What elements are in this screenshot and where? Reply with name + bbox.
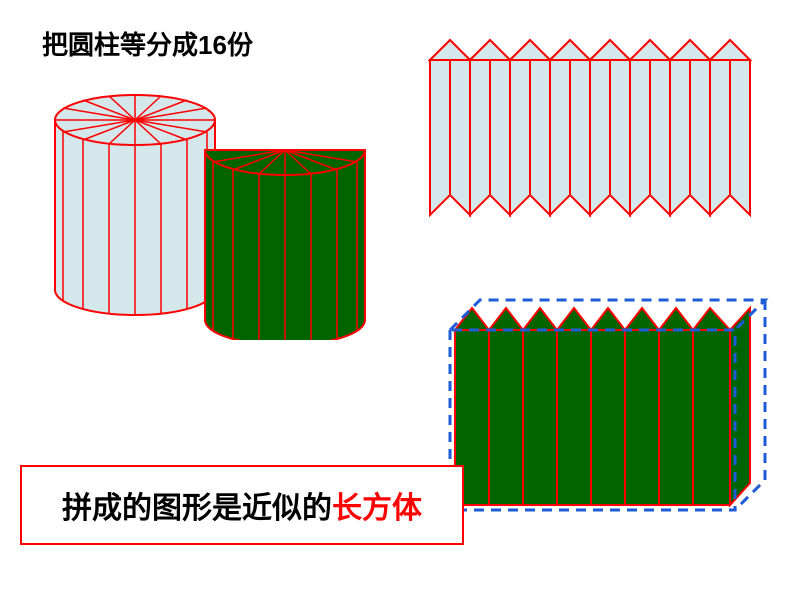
- unrolled-top-diagram: [425, 30, 765, 230]
- wedge-group: [430, 40, 750, 215]
- title-prefix: 把圆柱等分成: [42, 30, 198, 60]
- page-title: 把圆柱等分成16份: [42, 25, 253, 62]
- caption-middle: 成的图形是近似的: [92, 483, 332, 527]
- cylinder-back-half: [55, 95, 215, 315]
- unrolled-bottom-diagram: [445, 290, 770, 520]
- caption-box: 拼成的图形是近似的长方体: [20, 465, 464, 545]
- cylinder-diagram: [35, 70, 395, 340]
- title-suffix: 份: [227, 30, 253, 60]
- caption-highlight: 长方体: [332, 483, 422, 527]
- title-count: 16: [198, 30, 227, 60]
- cylinder-front-half: [205, 150, 365, 340]
- caption-prefix: 拼: [62, 483, 92, 527]
